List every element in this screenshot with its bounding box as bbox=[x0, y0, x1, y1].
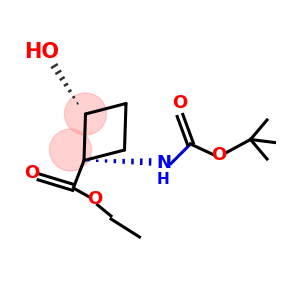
Text: O: O bbox=[24, 164, 39, 181]
Text: H: H bbox=[157, 172, 170, 188]
Text: O: O bbox=[87, 190, 102, 208]
Text: HO: HO bbox=[24, 43, 59, 62]
Circle shape bbox=[64, 93, 106, 135]
Text: O: O bbox=[212, 146, 226, 164]
Circle shape bbox=[50, 129, 92, 171]
Text: N: N bbox=[156, 154, 171, 172]
Text: O: O bbox=[172, 94, 188, 112]
